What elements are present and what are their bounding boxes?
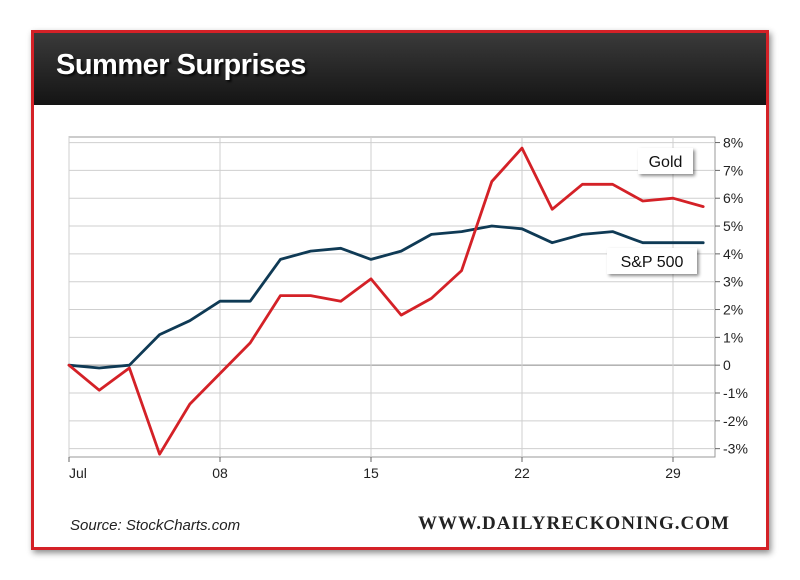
y-tick-label: -3% <box>723 441 748 457</box>
series-lines <box>67 146 705 456</box>
y-tick-label: 4% <box>723 246 743 262</box>
x-tick-label: 08 <box>212 465 228 481</box>
series-line-s-p-500 <box>67 224 705 370</box>
brand-url: WWW.DAILYRECKONING.COM <box>418 513 730 534</box>
y-tick-label: 7% <box>723 162 743 178</box>
y-tick-label: 8% <box>723 135 743 151</box>
chart-title: Summer Surprises <box>56 49 306 81</box>
chart-header: Summer Surprises <box>34 33 766 105</box>
legend-label-gold: Gold <box>638 148 693 174</box>
plot-area <box>68 136 716 458</box>
legend-text: S&P 500 <box>621 254 684 271</box>
gridlines <box>68 137 715 457</box>
y-tick-label: 1% <box>723 329 743 345</box>
y-tick-label: 0 <box>723 357 731 373</box>
legend-label-s-p-500: S&P 500 <box>607 248 697 274</box>
x-tick-label: 15 <box>363 465 379 481</box>
source-note: Source: StockCharts.com <box>70 517 241 534</box>
y-tick-label: 6% <box>723 190 743 206</box>
y-tick-label: 3% <box>723 274 743 290</box>
chart-card: Summer Surprises Source: StockCharts.com… <box>31 30 769 550</box>
axis-labels: 8% 7% 6% 5% 4% 3% 2% 1% 0 -1% -2% -3% Jul 08 15 22 29 <box>68 135 748 481</box>
y-tick-label: -1% <box>723 385 748 401</box>
x-tick-label: Jul <box>69 465 87 481</box>
x-tick-label: 29 <box>665 465 681 481</box>
y-tick-label: 5% <box>723 218 743 234</box>
legend-box <box>638 148 693 174</box>
legend-box <box>607 248 697 274</box>
series-line-gold <box>67 146 705 456</box>
legend-text: Gold <box>649 154 683 171</box>
x-tick-label: 22 <box>514 465 530 481</box>
legend-labels: Gold S&P 500 <box>607 148 697 274</box>
y-tick-label: 2% <box>723 302 743 318</box>
y-tick-label: -2% <box>723 413 748 429</box>
